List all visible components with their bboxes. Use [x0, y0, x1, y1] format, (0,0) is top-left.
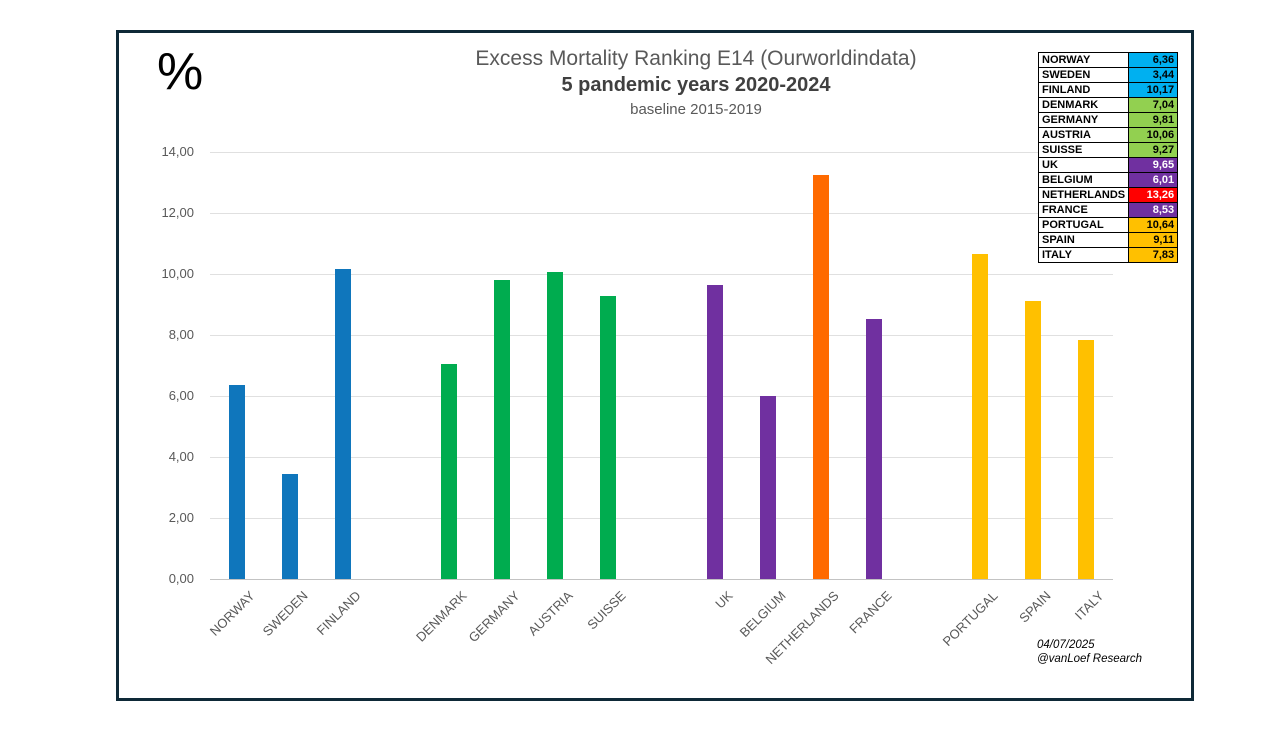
gridline-6 — [210, 396, 1113, 397]
legend-value: 10,64 — [1128, 217, 1179, 233]
legend-country-label: SUISSE — [1037, 142, 1130, 158]
gridline-0 — [210, 579, 1113, 580]
chart-baseline-note: baseline 2015-2019 — [630, 101, 762, 118]
chart-title: Excess Mortality Ranking E14 (Ourworldin… — [475, 47, 917, 70]
legend-country-label: SWEDEN — [1037, 67, 1130, 83]
bar-france — [865, 318, 882, 579]
bar-austria — [547, 272, 564, 579]
gridline-2 — [210, 518, 1113, 519]
legend-country-label: FINLAND — [1037, 82, 1130, 98]
legend-row-spain: SPAIN 9,11 — [1037, 232, 1179, 248]
legend-row-belgium: BELGIUM 6,01 — [1037, 172, 1179, 188]
legend-value: 7,83 — [1128, 247, 1179, 263]
gridline-12 — [210, 213, 1113, 214]
legend-country-label: NORWAY — [1037, 52, 1130, 68]
gridline-8 — [210, 335, 1113, 336]
y-tick-label-12: 12,00 — [161, 205, 194, 220]
legend-country-label: NETHERLANDS — [1037, 187, 1130, 203]
plot-area: 0,00 2,00 4,00 6,00 8,00 10,00 12,00 14,00 NORWA… — [161, 144, 1113, 667]
bar-spain — [1025, 301, 1042, 579]
y-tick-label-4: 4,00 — [168, 449, 194, 464]
legend-country-label: AUSTRIA — [1037, 127, 1130, 143]
bar-sweden — [281, 474, 298, 579]
legend-country-label: PORTUGAL — [1037, 217, 1130, 233]
legend-value: 13,26 — [1128, 187, 1179, 203]
legend-row-finland: FINLAND 10,17 — [1037, 82, 1179, 98]
legend-country-label: SPAIN — [1037, 232, 1130, 248]
legend-value: 6,36 — [1128, 52, 1179, 68]
y-tick-label-10: 10,00 — [161, 266, 194, 281]
bar-suisse — [600, 296, 617, 579]
legend-row-netherlands: NETHERLANDS 13,26 — [1037, 187, 1179, 203]
chart-title-block: Excess Mortality Ranking E14 (Ourworldin… — [396, 47, 996, 118]
footer-credit: @vanLoef Research — [1037, 653, 1143, 665]
bar-germany — [494, 279, 511, 579]
legend-country-label: DENMARK — [1037, 97, 1130, 113]
bar-uk — [706, 284, 723, 579]
legend-value: 9,81 — [1128, 112, 1179, 128]
legend-value: 9,65 — [1128, 157, 1179, 173]
bar-finland — [334, 268, 351, 579]
legend-value: 10,17 — [1128, 82, 1179, 98]
legend-row-italy: ITALY 7,83 — [1037, 247, 1179, 263]
bar-denmark — [441, 364, 458, 579]
legend-row-denmark: DENMARK 7,04 — [1037, 97, 1179, 113]
legend-table: NORWAY 6,36 SWEDEN 3,44 FINLAND 10,17 DENMARK 7… — [1037, 52, 1179, 263]
legend-country-label: FRANCE — [1037, 202, 1130, 218]
bar-belgium — [759, 395, 776, 579]
legend-row-france: FRANCE 8,53 — [1037, 202, 1179, 218]
y-tick-label-14: 14,00 — [161, 144, 194, 159]
footer-date: 04/07/2025 — [1037, 639, 1095, 651]
footer-stamp: 04/07/2025 @vanLoef Research — [1037, 638, 1142, 666]
bar-norway — [228, 385, 245, 579]
gridline-4 — [210, 457, 1113, 458]
chart-frame — [116, 30, 1194, 701]
gridline-14 — [210, 152, 1113, 153]
legend-row-austria: AUSTRIA 10,06 — [1037, 127, 1179, 143]
legend-value: 9,27 — [1128, 142, 1179, 158]
chart-subtitle: 5 pandemic years 2020-2024 — [561, 74, 831, 96]
legend-row-uk: UK 9,65 — [1037, 157, 1179, 173]
legend-row-portugal: PORTUGAL 10,64 — [1037, 217, 1179, 233]
y-axis-unit-label: % — [157, 43, 204, 101]
legend-value: 8,53 — [1128, 202, 1179, 218]
legend-value: 10,06 — [1128, 127, 1179, 143]
bar-netherlands — [812, 174, 829, 579]
legend-row-norway: NORWAY 6,36 — [1037, 52, 1179, 68]
y-tick-label-2: 2,00 — [168, 510, 194, 525]
legend-row-sweden: SWEDEN 3,44 — [1037, 67, 1179, 83]
gridline-10 — [210, 274, 1113, 275]
legend-country-label: UK — [1037, 157, 1130, 173]
y-tick-label-6: 6,00 — [168, 388, 194, 403]
legend-value: 9,11 — [1128, 232, 1179, 248]
bar-portugal — [972, 254, 989, 579]
legend-value: 3,44 — [1128, 67, 1179, 83]
legend-row-suisse: SUISSE 9,27 — [1037, 142, 1179, 158]
legend-country-label: GERMANY — [1037, 112, 1130, 128]
bar-italy — [1078, 340, 1095, 579]
legend-value: 6,01 — [1128, 172, 1179, 188]
legend-country-label: BELGIUM — [1037, 172, 1130, 188]
legend-row-germany: GERMANY 9,81 — [1037, 112, 1179, 128]
legend-country-label: ITALY — [1037, 247, 1130, 263]
legend-value: 7,04 — [1128, 97, 1179, 113]
y-tick-label-0: 0,00 — [168, 571, 194, 586]
y-tick-label-8: 8,00 — [168, 327, 194, 342]
